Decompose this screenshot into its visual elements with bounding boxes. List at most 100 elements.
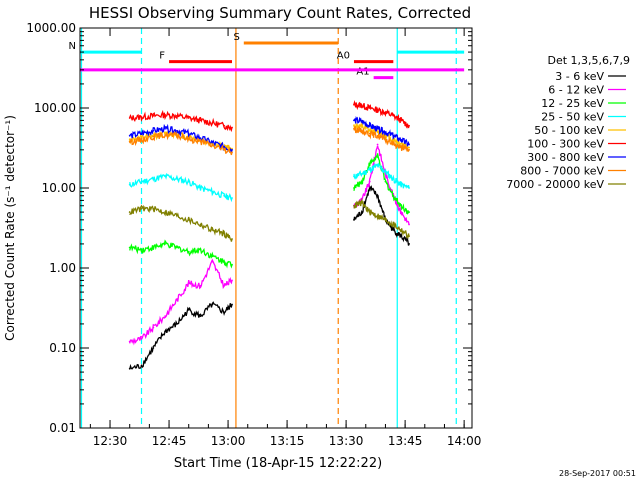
plot-frame bbox=[79, 27, 473, 429]
series-line-a-12-25keV bbox=[129, 239, 233, 269]
series-line-a-7000-20000keV bbox=[129, 204, 233, 242]
data-point-b-8-4 bbox=[384, 218, 387, 221]
data-point-a-7-8 bbox=[223, 148, 226, 151]
data-point-a-0-5 bbox=[187, 308, 190, 311]
series-line-b-6-12keV bbox=[353, 145, 410, 225]
data-point-b-2-5 bbox=[392, 194, 395, 197]
data-point-b-1-7 bbox=[408, 223, 410, 226]
data-point-b-4-0 bbox=[353, 124, 355, 127]
data-point-b-7-1 bbox=[360, 129, 363, 132]
data-point-b-0-6 bbox=[400, 235, 403, 238]
data-point-b-3-3 bbox=[376, 164, 379, 167]
y-axis-label: Corrected Count Rate (s⁻¹ detector⁻¹) bbox=[3, 115, 17, 341]
data-point-b-5-1 bbox=[360, 104, 363, 107]
data-point-a-8-0 bbox=[128, 211, 131, 213]
data-point-a-1-8 bbox=[223, 284, 226, 287]
data-point-a-1-3 bbox=[164, 315, 167, 318]
data-point-a-5-0 bbox=[128, 117, 131, 119]
data-point-b-4-7 bbox=[408, 146, 410, 149]
data-point-b-8-7 bbox=[408, 235, 410, 238]
data-point-a-2-1 bbox=[140, 248, 143, 251]
data-point-a-0-8 bbox=[223, 311, 226, 314]
data-point-b-3-5 bbox=[392, 177, 395, 180]
x-tick-label-2: 13:00 bbox=[211, 434, 246, 448]
data-point-b-1-2 bbox=[368, 180, 371, 183]
data-point-b-0-7 bbox=[408, 243, 410, 245]
y-tick-label-3: 1.00 bbox=[49, 261, 76, 275]
data-point-a-8-8 bbox=[223, 232, 226, 235]
data-point-b-1-3 bbox=[376, 143, 379, 146]
data-point-a-6-8 bbox=[223, 145, 226, 148]
data-point-b-2-4 bbox=[384, 180, 387, 183]
series-line-a-300-800keV bbox=[129, 123, 233, 155]
data-point-a-7-5 bbox=[187, 138, 190, 140]
data-point-a-5-2 bbox=[152, 114, 155, 117]
data-point-a-7-3 bbox=[164, 134, 167, 136]
data-point-b-2-0 bbox=[353, 187, 355, 189]
data-point-b-8-3 bbox=[376, 214, 379, 217]
data-point-b-4-6 bbox=[400, 142, 403, 145]
data-point-a-1-1 bbox=[140, 337, 143, 340]
data-point-a-8-3 bbox=[164, 211, 167, 213]
data-point-b-4-1 bbox=[360, 126, 363, 128]
legend-label-4: 50 - 100 keV bbox=[534, 124, 604, 137]
data-point-a-5-3 bbox=[164, 113, 167, 116]
data-point-a-6-3 bbox=[164, 127, 167, 130]
data-point-a-6-0 bbox=[128, 134, 131, 137]
data-point-b-6-3 bbox=[376, 127, 379, 130]
data-point-b-0-5 bbox=[392, 228, 395, 231]
data-point-b-7-4 bbox=[384, 138, 387, 141]
legend-title: Det 1,3,5,6,7,9 bbox=[547, 54, 630, 67]
data-point-a-0-1 bbox=[140, 364, 143, 367]
data-point-a-2-8 bbox=[223, 260, 226, 263]
y-tick-label-1: 100.00 bbox=[34, 101, 76, 115]
series-line-a-25-50keV bbox=[129, 172, 233, 203]
data-point-b-3-1 bbox=[360, 173, 363, 175]
y-tick-label-2: 10.00 bbox=[42, 181, 76, 195]
data-point-a-5-1 bbox=[140, 116, 143, 118]
data-point-b-3-4 bbox=[384, 170, 387, 173]
data-point-b-1-6 bbox=[400, 211, 403, 213]
data-point-a-4-0 bbox=[128, 138, 131, 141]
x-tick-label-4: 13:30 bbox=[329, 434, 364, 448]
y-tick-label-0: 1000.00 bbox=[26, 21, 76, 35]
series-line-b-800-7000keV bbox=[353, 126, 410, 152]
data-point-a-3-0 bbox=[128, 183, 131, 186]
data-point-a-6-1 bbox=[140, 132, 143, 135]
data-point-b-3-7 bbox=[408, 187, 410, 189]
data-point-b-7-7 bbox=[408, 148, 410, 151]
series-line-a-6-12keV bbox=[129, 258, 233, 346]
data-point-a-3-4 bbox=[176, 177, 178, 180]
legend-label-3: 25 - 50 keV bbox=[541, 111, 604, 124]
series-line-b-25-50keV bbox=[353, 162, 410, 189]
data-point-a-5-5 bbox=[187, 117, 190, 119]
data-point-a-7-4 bbox=[176, 134, 178, 137]
series-line-b-3-6keV bbox=[353, 184, 410, 246]
data-point-b-5-0 bbox=[353, 103, 355, 106]
data-point-b-2-6 bbox=[400, 204, 403, 207]
data-point-a-0-3 bbox=[164, 330, 167, 333]
data-point-b-7-2 bbox=[368, 132, 371, 135]
chart-title: HESSI Observing Summary Count Rates, Cor… bbox=[89, 4, 471, 22]
data-point-b-6-6 bbox=[400, 138, 403, 141]
data-point-a-2-3 bbox=[164, 243, 167, 245]
data-point-b-0-0 bbox=[353, 218, 355, 221]
legend-label-7: 800 - 7000 keV bbox=[520, 165, 604, 178]
data-point-a-8-7 bbox=[211, 228, 214, 231]
data-point-b-4-3 bbox=[376, 131, 379, 133]
data-point-b-5-6 bbox=[400, 119, 403, 122]
data-point-a-1-6 bbox=[199, 284, 202, 287]
data-point-a-2-7 bbox=[211, 255, 214, 258]
series-line-a-100-300keV bbox=[129, 109, 233, 133]
data-point-a-8-5 bbox=[187, 218, 190, 221]
data-point-b-2-2 bbox=[368, 163, 371, 165]
data-point-a-6-9 bbox=[231, 148, 233, 151]
series-line-a-800-7000keV bbox=[129, 131, 233, 156]
y-tick-label-4: 0.10 bbox=[49, 341, 76, 355]
data-point-b-7-3 bbox=[376, 134, 379, 137]
data-point-b-7-5 bbox=[392, 142, 395, 145]
data-point-a-7-6 bbox=[199, 140, 202, 143]
data-point-a-6-6 bbox=[199, 137, 202, 140]
data-point-a-1-4 bbox=[176, 298, 178, 301]
series-line-b-100-300keV bbox=[353, 99, 410, 129]
